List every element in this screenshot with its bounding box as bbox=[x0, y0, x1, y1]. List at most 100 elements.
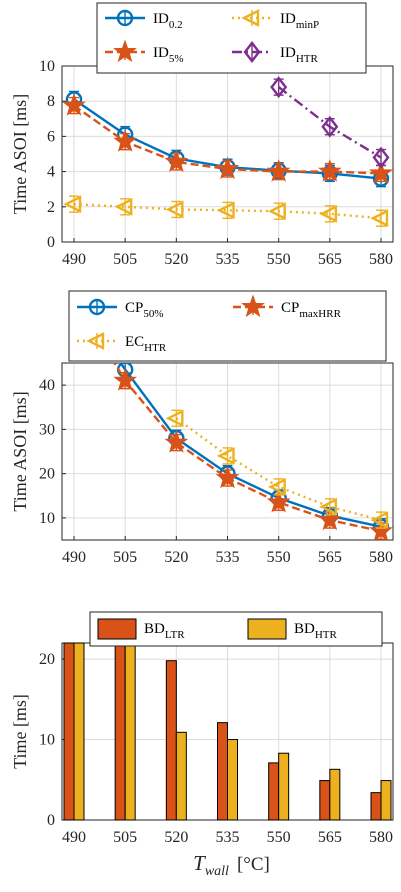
x-tick-label-1-3: 535 bbox=[216, 549, 240, 566]
point-0-1-0 bbox=[62, 93, 86, 116]
point-0-2-5 bbox=[319, 204, 338, 223]
legend-label-1-1-sub: maxHRR bbox=[299, 308, 341, 320]
point-0-2-0 bbox=[63, 195, 82, 214]
point-0-1-5 bbox=[317, 159, 342, 182]
y-tick-label-1-2: 30 bbox=[39, 421, 55, 438]
point-1-1-2 bbox=[164, 430, 189, 453]
x-tick-label-2-2: 520 bbox=[164, 829, 188, 846]
y-tick-label-0-2: 4 bbox=[47, 164, 55, 181]
bar-2-0-1 bbox=[114, 642, 126, 821]
legend-marker-1-1 bbox=[241, 294, 265, 318]
series-1-1 bbox=[113, 363, 393, 540]
y-tick-label-2-0: 0 bbox=[47, 812, 55, 829]
legend-label-2-1-main: BD bbox=[294, 621, 315, 637]
point-1-2-3 bbox=[216, 446, 235, 465]
legend-label-1-2-main: EC bbox=[125, 334, 144, 350]
bar-2-0-4 bbox=[268, 762, 280, 821]
legend-label-0-1: ID5% bbox=[153, 45, 184, 65]
point-1-1-3 bbox=[215, 465, 240, 489]
legend-label-0-2-sub: minP bbox=[296, 19, 319, 31]
legend-label-2-0-main: BD bbox=[144, 621, 165, 637]
legend-label-2-0-sub: LTR bbox=[165, 629, 185, 641]
point-0-2-3 bbox=[216, 201, 235, 220]
point-0-3-4 bbox=[270, 76, 288, 99]
legend-label-0-2: IDminP bbox=[280, 11, 319, 31]
series-0-2 bbox=[63, 195, 389, 228]
x-tick-label-1-1: 505 bbox=[113, 549, 137, 566]
y-tick-label-0-5: 10 bbox=[39, 58, 55, 75]
x-tick-label-0-6: 580 bbox=[369, 251, 393, 268]
y-tick-label-0-4: 8 bbox=[47, 93, 55, 110]
point-1-2-2 bbox=[165, 409, 184, 428]
series-1-2 bbox=[165, 409, 389, 530]
legend-swatch-2-1 bbox=[247, 618, 287, 640]
point-1-2-4 bbox=[267, 477, 286, 496]
bar-2-0-2 bbox=[165, 660, 177, 821]
x-tick-label-0-3: 535 bbox=[216, 251, 240, 268]
bar-2-1-5 bbox=[329, 768, 341, 821]
legend-marker-1-2 bbox=[86, 332, 105, 350]
legend-marker-0-3 bbox=[243, 41, 261, 63]
legend-swatch-2-0 bbox=[97, 618, 137, 640]
point-0-2-6 bbox=[370, 209, 389, 228]
legend-marker-1-0 bbox=[88, 298, 106, 316]
point-0-1-6 bbox=[369, 160, 393, 184]
x-tick-label-1-2: 520 bbox=[164, 549, 188, 566]
y-tick-label-2-2: 20 bbox=[39, 651, 55, 668]
x-tick-label-2-0: 490 bbox=[62, 829, 86, 846]
legend-marker-0-0 bbox=[116, 9, 134, 27]
y-axis-label-0: Time ASOI [ms] bbox=[10, 94, 30, 214]
x-tick-label-1-0: 490 bbox=[62, 549, 86, 566]
legend-marker-0-2 bbox=[241, 9, 260, 27]
x-tick-label-2-3: 535 bbox=[216, 829, 240, 846]
point-0-1-1 bbox=[113, 129, 137, 152]
bar-2-0-5 bbox=[319, 780, 331, 821]
point-0-1-3 bbox=[215, 156, 240, 180]
legend-label-0-0-main: ID bbox=[153, 11, 169, 27]
x-tick-label-0-0: 490 bbox=[62, 251, 86, 268]
series-0-3 bbox=[270, 76, 390, 169]
legend-label-0-1-main: ID bbox=[153, 45, 169, 61]
point-1-2-5 bbox=[319, 497, 338, 516]
x-axis-label-2: Twall [°C] bbox=[193, 851, 270, 879]
x-tick-label-2-4: 550 bbox=[267, 829, 291, 846]
x-axis-label-main: T bbox=[193, 851, 206, 875]
legend-label-0-0: ID0.2 bbox=[153, 11, 183, 31]
legend-label-2-1: BDHTR bbox=[294, 621, 338, 641]
legend-label-1-0: CP50% bbox=[125, 300, 164, 320]
legend-label-0-3-sub: HTR bbox=[296, 53, 319, 65]
x-tick-label-0-1: 505 bbox=[113, 251, 137, 268]
point-0-2-2 bbox=[165, 200, 184, 219]
x-tick-label-1-4: 550 bbox=[267, 549, 291, 566]
bar-2-1-3 bbox=[227, 739, 238, 821]
legend-label-2-0: BDLTR bbox=[144, 621, 185, 641]
bar-2-1-2 bbox=[175, 731, 187, 821]
x-tick-label-2-5: 565 bbox=[318, 829, 342, 846]
legend-label-0-2-main: ID bbox=[280, 11, 296, 27]
legend-label-0-3: IDHTR bbox=[280, 45, 318, 65]
x-tick-label-2-6: 580 bbox=[369, 829, 393, 846]
bar-2-1-6 bbox=[380, 780, 392, 821]
bar-2-0-6 bbox=[370, 792, 382, 821]
y-tick-label-1-0: 10 bbox=[39, 510, 55, 527]
point-1-1-1 bbox=[113, 368, 138, 391]
y-axis-label-1: Time ASOI [ms] bbox=[10, 391, 30, 511]
x-axis-label-unit: [°C] bbox=[237, 854, 270, 875]
bar-2-1-4 bbox=[278, 752, 290, 821]
point-0-3-5 bbox=[321, 115, 339, 138]
x-tick-label-1-6: 580 bbox=[369, 549, 393, 566]
x-tick-label-1-5: 565 bbox=[318, 549, 342, 566]
legend-label-0-1-sub: 5% bbox=[169, 53, 184, 65]
legend-box-2 bbox=[89, 611, 383, 647]
point-1-1-5 bbox=[318, 507, 342, 531]
legend-marker-0-1 bbox=[113, 39, 137, 63]
legend-label-1-2: ECHTR bbox=[125, 334, 167, 354]
point-0-2-1 bbox=[114, 197, 133, 216]
legend-label-2-1-sub: HTR bbox=[315, 629, 338, 641]
point-1-2-6 bbox=[370, 511, 389, 530]
point-0-1-4 bbox=[266, 159, 291, 182]
legend-label-1-0-sub: 50% bbox=[143, 308, 163, 320]
bar-2-0-3 bbox=[217, 722, 228, 821]
y-tick-label-0-3: 6 bbox=[47, 128, 55, 145]
series-0-1 bbox=[62, 93, 393, 184]
